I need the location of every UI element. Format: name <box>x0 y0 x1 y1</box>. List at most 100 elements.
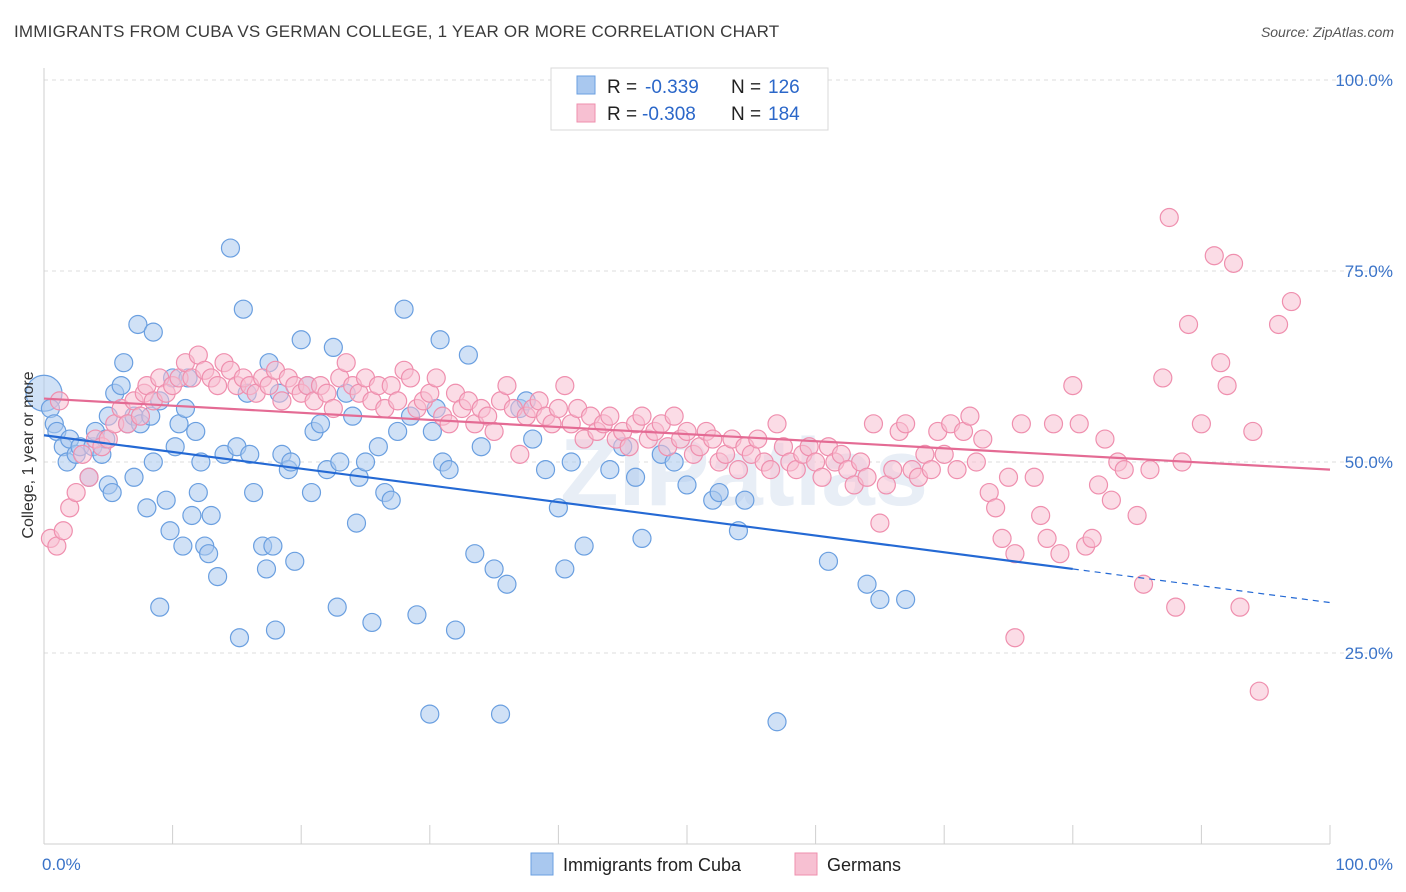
cuba-point-76 <box>346 513 367 533</box>
germans-point-75 <box>510 444 530 464</box>
x-tick-labels: 0.0% 100.0% <box>42 855 1393 874</box>
cuba-point-44 <box>199 544 219 564</box>
legend-n-label-cuba: N = <box>731 77 761 98</box>
germans-point-82 <box>555 376 575 396</box>
germans-point-181 <box>1230 597 1250 617</box>
germans-point-99 <box>664 406 684 426</box>
germans-point-175 <box>1178 314 1199 335</box>
germans-point-145 <box>960 406 980 426</box>
germans-trend-line <box>43 397 1331 471</box>
cuba-point-36 <box>173 536 193 556</box>
germans-point-7 <box>79 467 99 487</box>
legend-r-value-germans: -0.308 <box>642 104 696 125</box>
cuba-point-19 <box>114 353 134 373</box>
cuba-point-37 <box>175 398 196 419</box>
cuba-trend-extension <box>1072 568 1331 604</box>
legend-r-label-cuba: R = <box>607 77 637 98</box>
germans-point-152 <box>1005 544 1025 564</box>
cuba-point-99 <box>497 574 517 594</box>
y-tick-label-2: 75.0% <box>1345 262 1393 281</box>
germans-point-179 <box>1217 376 1237 396</box>
germans-point-92 <box>619 437 639 457</box>
germans-point-6 <box>72 444 93 464</box>
legend-box: R = -0.339 N = 126 R = -0.308 N = 184 <box>550 67 829 131</box>
germans-point-165 <box>1101 490 1121 510</box>
germans-point-3 <box>53 521 73 541</box>
germans-point-139 <box>921 460 941 480</box>
legend-r-value-cuba: -0.339 <box>645 77 699 98</box>
cuba-point-103 <box>535 460 556 480</box>
germans-point-153 <box>1011 414 1031 434</box>
cuba-point-107 <box>574 536 594 556</box>
germans-point-183 <box>1249 681 1269 701</box>
cuba-point-48 <box>220 238 241 258</box>
cuba-point-59 <box>265 620 286 640</box>
germans-point-184 <box>1268 314 1289 335</box>
germans-point-151 <box>998 467 1019 487</box>
germans-point-159 <box>1063 376 1083 396</box>
cuba-point-118 <box>735 490 755 510</box>
cuba-point-65 <box>291 330 311 350</box>
germans-point-56 <box>388 391 408 411</box>
germans-point-172 <box>1159 207 1179 228</box>
germans-point-114 <box>760 460 781 480</box>
bottom-legend-label-cuba: Immigrants from Cuba <box>563 855 742 875</box>
cuba-point-39 <box>182 505 202 526</box>
cuba-point-40 <box>186 421 206 442</box>
germans-point-155 <box>1031 505 1051 526</box>
cuba-point-56 <box>256 559 277 579</box>
cuba-point-45 <box>201 505 221 526</box>
cuba-point-122 <box>870 589 890 610</box>
legend-swatch-germans <box>576 103 596 123</box>
cuba-point-73 <box>330 452 350 472</box>
cuba-point-83 <box>388 421 408 442</box>
germans-point-173 <box>1166 597 1186 617</box>
cuba-trend-line <box>43 434 1073 571</box>
x-tick-label-0: 0.0% <box>42 855 81 874</box>
germans-point-122 <box>812 467 832 487</box>
bottom-legend: Immigrants from Cuba Germans <box>530 852 901 876</box>
cuba-point-123 <box>896 589 916 610</box>
cuba-point-102 <box>523 429 543 449</box>
germans-point-158 <box>1050 544 1070 564</box>
cuba-point-30 <box>150 597 170 617</box>
cuba-point-121 <box>857 574 877 594</box>
cuba-point-50 <box>229 628 250 648</box>
germans-point-157 <box>1043 414 1064 434</box>
germans-point-115 <box>767 414 787 434</box>
cuba-point-41 <box>188 482 208 503</box>
cuba-point-87 <box>420 704 440 724</box>
axes <box>43 68 1331 845</box>
germans-point-168 <box>1127 505 1147 526</box>
germans-point-135 <box>896 414 916 434</box>
legend-n-label-germans: N = <box>731 104 761 125</box>
germans-point-133 <box>883 460 903 480</box>
germans-point-162 <box>1082 528 1102 549</box>
cuba-point-88 <box>422 421 442 442</box>
germans-point-169 <box>1133 574 1154 594</box>
grid-lines <box>44 79 1392 654</box>
cuba-point-116 <box>709 482 729 503</box>
cuba-point-95 <box>465 544 485 564</box>
germans-point-171 <box>1153 368 1173 388</box>
germans-point-170 <box>1140 460 1160 480</box>
cuba-point-31 <box>156 490 176 510</box>
germans-point-101 <box>677 421 697 442</box>
series-germans-points <box>40 207 1302 701</box>
cuba-point-28 <box>143 322 163 342</box>
germans-point-28 <box>208 376 228 396</box>
cuba-point-108 <box>600 460 620 480</box>
germans-point-178 <box>1211 353 1231 373</box>
germans-point-94 <box>632 406 652 426</box>
cuba-point-54 <box>244 482 264 503</box>
cuba-point-98 <box>490 704 511 724</box>
cuba-point-84 <box>394 299 414 319</box>
germans-point-64 <box>439 414 459 434</box>
cuba-point-119 <box>767 712 787 732</box>
cuba-point-22 <box>124 467 144 487</box>
cuba-point-80 <box>368 437 388 457</box>
germans-point-5 <box>66 482 86 503</box>
germans-point-164 <box>1095 429 1115 449</box>
cuba-point-90 <box>430 330 450 350</box>
